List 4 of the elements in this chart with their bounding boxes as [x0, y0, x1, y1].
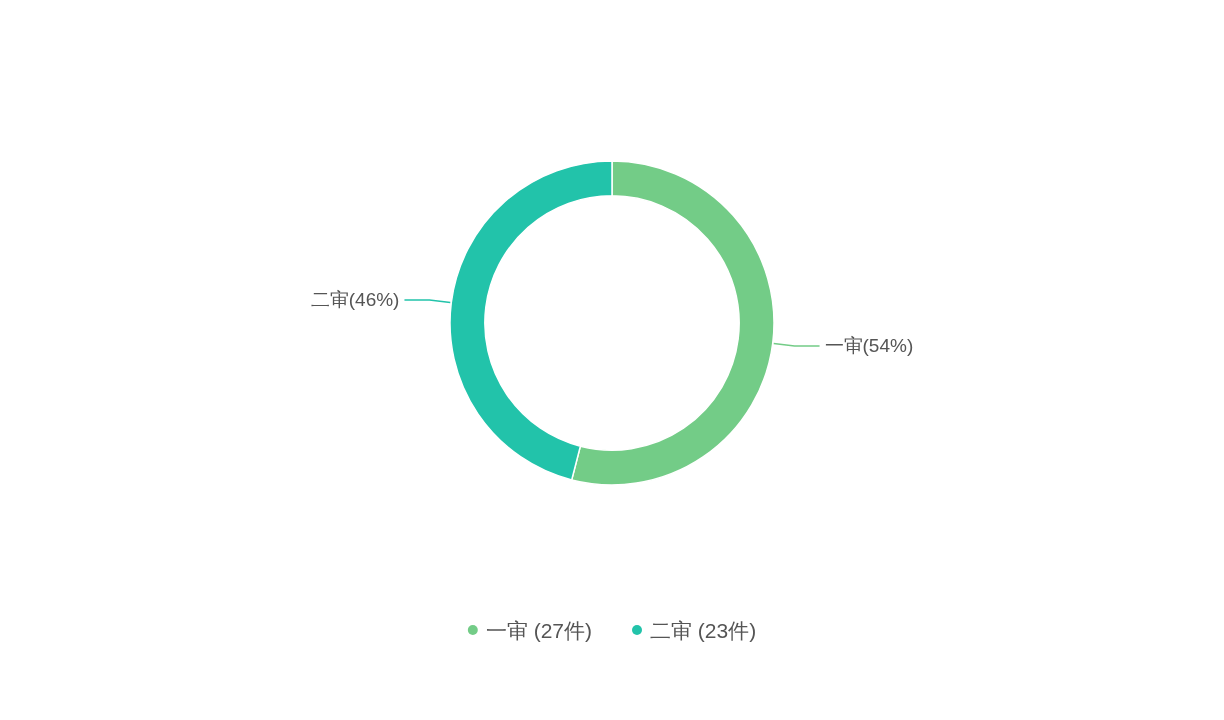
data-label: 一审(54%) — [824, 335, 914, 357]
data-label: 二审(46%) — [310, 288, 400, 310]
legend-label: 一审 (27件) — [485, 619, 592, 642]
legend-label: 二审 (23件) — [650, 619, 757, 642]
